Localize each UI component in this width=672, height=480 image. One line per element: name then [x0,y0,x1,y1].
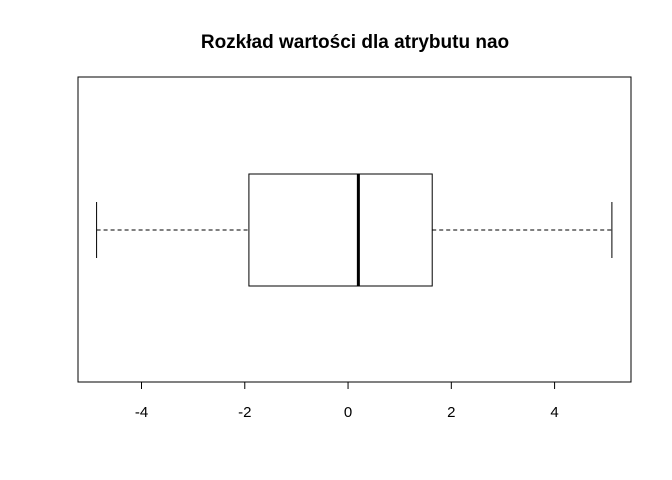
x-tick-label: 4 [550,404,558,421]
x-tick-label: -2 [238,404,251,421]
chart-title: Rozkład wartości dla atrybutu nao [201,32,509,53]
x-tick-label: 2 [447,404,455,421]
boxplot-marks [96,173,613,287]
x-tick-label: -4 [135,404,148,421]
interquartile-box [248,173,433,287]
x-tick-label: 0 [344,404,352,421]
x-axis: -4 -2 0 2 4 [135,381,559,421]
